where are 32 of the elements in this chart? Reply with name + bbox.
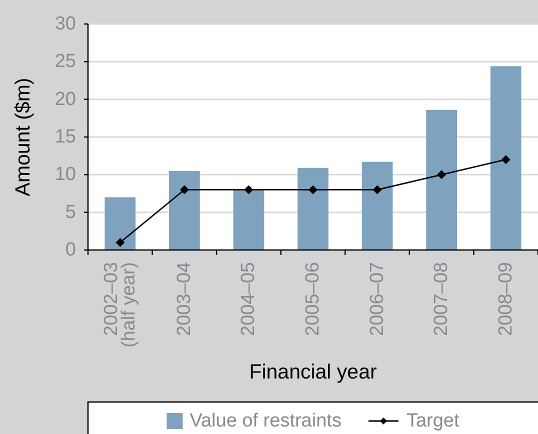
bar — [362, 162, 393, 250]
y-tick-label: 20 — [54, 88, 76, 110]
y-tick-label: 25 — [54, 51, 76, 72]
point — [180, 185, 189, 194]
x-tick-label: 2007–08 — [431, 262, 452, 336]
y-tick-label: 30 — [54, 14, 76, 34]
legend-label: Value of restraints — [190, 410, 342, 432]
bar — [169, 170, 200, 250]
point — [244, 185, 254, 194]
point — [437, 170, 446, 180]
bar — [298, 168, 328, 250]
x-tick-label: 2008–09 — [495, 262, 516, 336]
y-tick-label: 15 — [54, 126, 76, 148]
point — [501, 155, 510, 164]
bar — [426, 110, 457, 250]
x-tick-label: 2003–04 — [174, 262, 195, 336]
y-tick-label: 0 — [65, 240, 76, 260]
point — [372, 185, 382, 194]
y-tick-label: 5 — [65, 202, 76, 223]
point — [116, 238, 125, 247]
x-tick-label: 2005–06 — [302, 262, 324, 336]
point — [308, 185, 318, 194]
y-axis-title: Amount ($m) — [12, 78, 34, 196]
bar — [104, 197, 136, 250]
x-tick-label: 2006–07 — [366, 262, 388, 336]
y-tick-label: 10 — [54, 164, 76, 186]
x-tick-label: 2002–03 (half year) — [100, 262, 140, 348]
legend-label: Target — [406, 410, 460, 432]
bar — [233, 190, 264, 250]
x-axis-title: Financial year — [249, 360, 377, 384]
x-tick-label: 2004–05 — [238, 262, 260, 336]
bar — [490, 66, 522, 250]
